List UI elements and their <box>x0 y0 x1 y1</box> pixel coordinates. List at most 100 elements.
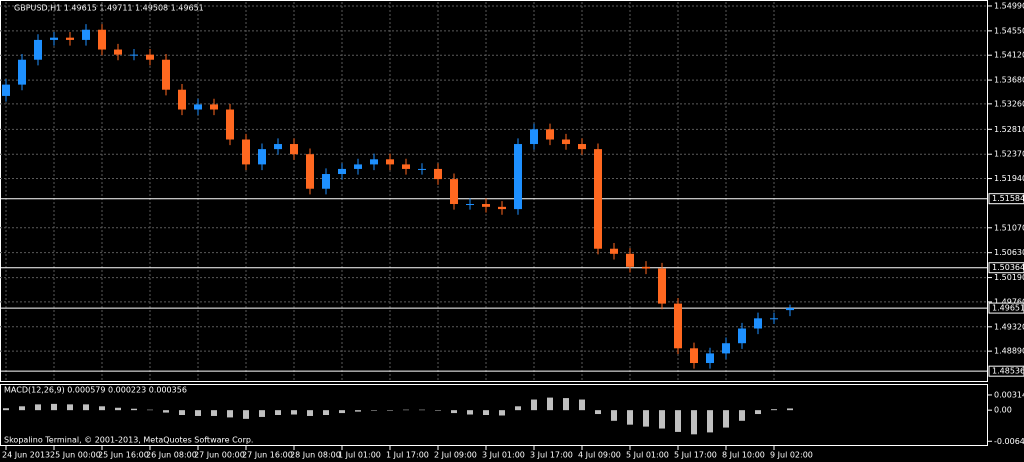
macd-bar <box>259 410 265 417</box>
indicator-title: MACD(12,26,9) 0.000579 0.000223 0.000356 <box>4 386 187 395</box>
x-tick-label: 25 Jun 16:00 <box>98 451 149 460</box>
macd-bar <box>83 404 89 411</box>
macd-bar <box>291 410 297 415</box>
chart-title: GBPUSD,H1 1.49615 1.49711 1.49508 1.4965… <box>14 4 204 13</box>
candle-body <box>402 164 410 169</box>
y-tick-label: 1.48890 <box>994 347 1024 356</box>
level-label: 1.51584 <box>992 194 1024 203</box>
x-tick-label: 5 Jul 17:00 <box>674 451 717 460</box>
x-tick-label: 26 Jun 08:00 <box>146 451 197 460</box>
macd-bar <box>387 410 393 411</box>
indicator-tick-label: 0.003147 <box>994 390 1024 399</box>
level-label: 1.48536 <box>992 367 1024 376</box>
candle-body <box>498 206 506 210</box>
indicator-tick-label: -0.006432 <box>994 437 1024 446</box>
macd-bar <box>307 410 313 416</box>
y-tick-label: 1.50630 <box>994 248 1024 257</box>
macd-bar <box>755 410 761 415</box>
candle-body <box>642 266 650 269</box>
macd-bar <box>435 410 441 411</box>
candle-body <box>322 174 330 189</box>
y-tick-label: 1.54550 <box>994 26 1024 35</box>
candle-body <box>594 149 602 249</box>
annotation: Skopalino Terminal, © 2001-2013, MetaQuo… <box>4 436 253 445</box>
candle-body <box>434 168 442 180</box>
macd-bar <box>531 399 537 411</box>
candle-body <box>34 39 42 60</box>
macd-bar <box>211 410 217 416</box>
macd-bar <box>483 410 489 415</box>
candle-body <box>354 164 362 169</box>
candle-body <box>82 29 90 40</box>
x-tick-label: 1 Jul 17:00 <box>386 451 429 460</box>
main-frame <box>0 0 988 382</box>
macd-bar <box>707 410 713 433</box>
y-tick-label: 1.49760 <box>994 297 1024 306</box>
macd-bar <box>19 406 25 411</box>
x-tick-label: 28 Jun 08:00 <box>290 451 341 460</box>
macd-bar <box>771 409 777 411</box>
candle-body <box>690 348 698 364</box>
candle-body <box>626 253 634 267</box>
macd-bar <box>515 406 521 411</box>
x-tick-label: 4 Jul 09:00 <box>578 451 621 460</box>
macd-bar <box>179 410 185 415</box>
candle-body <box>66 37 74 40</box>
macd-bar <box>659 410 665 429</box>
candle-body <box>2 84 10 96</box>
candle-body <box>674 303 682 349</box>
candle-body <box>258 149 266 165</box>
candle-body <box>546 129 554 140</box>
candle-body <box>770 318 778 320</box>
y-tick-label: 1.54120 <box>994 51 1024 60</box>
macd-bar <box>579 399 585 411</box>
candle-body <box>610 248 618 254</box>
macd-bar <box>403 409 409 411</box>
candle-body <box>466 204 474 206</box>
x-tick-label: 3 Jul 01:00 <box>482 451 525 460</box>
candle-body <box>370 159 378 165</box>
macd-bar <box>115 407 121 411</box>
y-tick-label: 1.49320 <box>994 322 1024 331</box>
candle-body <box>386 159 394 165</box>
candle-body <box>114 49 122 55</box>
candle-body <box>482 204 490 207</box>
macd-bar <box>595 410 601 415</box>
candle-body <box>130 54 138 56</box>
x-tick-label: 27 Jun 00:00 <box>194 451 245 460</box>
x-tick-label: 3 Jul 17:00 <box>530 451 573 460</box>
macd-bar <box>51 403 57 411</box>
macd-bar <box>275 410 281 415</box>
candle-body <box>50 37 58 40</box>
macd-bar <box>195 410 201 416</box>
macd-bar <box>339 410 345 414</box>
candle-body <box>290 144 298 155</box>
x-tick-label: 8 Jul 10:00 <box>722 451 765 460</box>
macd-bar <box>243 410 249 419</box>
macd-bar <box>643 410 649 427</box>
candle-body <box>146 54 154 60</box>
level-box <box>988 262 1024 274</box>
macd-bar <box>67 404 73 411</box>
level-label: 1.50364 <box>992 263 1024 272</box>
candle-body <box>786 308 794 311</box>
x-tick-label: 2 Jul 09:00 <box>434 451 477 460</box>
candle-body <box>722 343 730 354</box>
candle-body <box>706 353 714 364</box>
candle-body <box>226 109 234 140</box>
y-tick-label: 1.53680 <box>994 76 1024 85</box>
macd-bar <box>739 410 745 421</box>
level-box <box>988 365 1024 377</box>
y-tick-label: 1.52370 <box>994 150 1024 159</box>
candle-body <box>514 144 522 210</box>
macd-bar <box>675 410 681 432</box>
macd-bar <box>723 410 729 428</box>
candle-body <box>450 179 458 205</box>
x-tick-label: 24 Jun 2013 <box>2 451 50 460</box>
level-box <box>988 193 1024 205</box>
candle-body <box>738 328 746 344</box>
x-tick-label: 27 Jun 16:00 <box>242 451 293 460</box>
y-tick-label: 1.51070 <box>994 223 1024 232</box>
x-tick-label: 5 Jul 01:00 <box>626 451 669 460</box>
indicator-tick-label: 0.00 <box>994 406 1012 415</box>
